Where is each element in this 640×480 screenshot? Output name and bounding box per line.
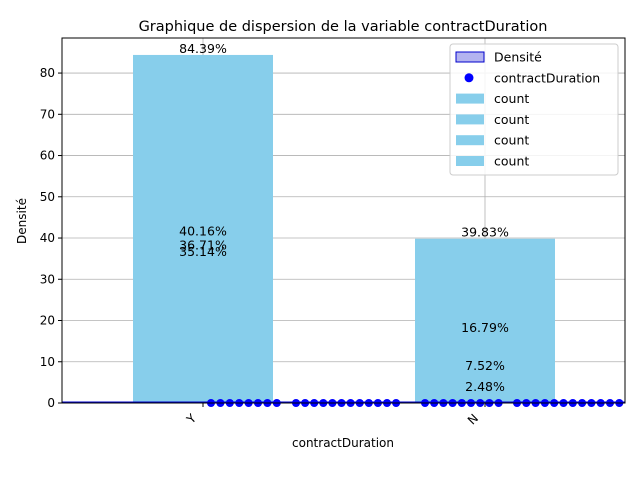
x-axis-label: contractDuration bbox=[292, 436, 394, 450]
data-label: 84.39% bbox=[179, 41, 227, 56]
plot-frame bbox=[61, 37, 626, 404]
legend-swatch bbox=[456, 135, 484, 146]
y-tick-label: 0 bbox=[47, 396, 55, 410]
chart-title: Graphique de dispersion de la variable c… bbox=[139, 19, 548, 35]
data-label: 40.16% bbox=[179, 223, 227, 238]
annotations: 84.39% 40.16%36.71%35.14% 39.83% 16.79% 7.52… bbox=[179, 41, 509, 394]
y-tick-label: 20 bbox=[40, 314, 55, 328]
bar-Y bbox=[133, 54, 273, 404]
data-label: 35.14% bbox=[179, 244, 227, 259]
y-tick-label: 50 bbox=[40, 190, 55, 204]
data-label: 16.79% bbox=[461, 320, 509, 335]
bar-N bbox=[415, 238, 555, 403]
legend-label: count bbox=[494, 133, 529, 148]
data-label: 39.83% bbox=[461, 225, 509, 240]
y-tick-label: 30 bbox=[40, 272, 55, 286]
data-label: 7.52% bbox=[465, 358, 505, 373]
legend-label: Densité bbox=[494, 50, 542, 65]
legend-box bbox=[449, 43, 619, 176]
y-axis: 0 10 20 30 40 50 60 70 80 bbox=[40, 66, 62, 410]
data-label: 36.71% bbox=[179, 238, 227, 253]
legend-swatch bbox=[455, 51, 485, 63]
legend-label: count bbox=[494, 112, 529, 127]
y-tick-label: 80 bbox=[40, 66, 55, 80]
legend-label: count bbox=[494, 91, 529, 106]
legend-label: count bbox=[494, 154, 529, 169]
y-tick-label: 10 bbox=[40, 355, 55, 369]
legend-label: contractDuration bbox=[494, 70, 600, 85]
legend-marker bbox=[464, 73, 474, 83]
legend-swatch bbox=[456, 114, 484, 125]
data-label: 2.48% bbox=[465, 379, 505, 394]
y-tick-label: 40 bbox=[40, 231, 55, 245]
y-tick-label: 60 bbox=[40, 149, 55, 163]
legend: Densité contractDuration count count count co… bbox=[449, 43, 619, 176]
bars bbox=[133, 54, 555, 404]
legend-swatch bbox=[456, 93, 484, 104]
legend-swatch bbox=[456, 156, 484, 166]
y-tick-label: 70 bbox=[40, 107, 55, 121]
y-axis-label: Densité bbox=[15, 198, 29, 244]
